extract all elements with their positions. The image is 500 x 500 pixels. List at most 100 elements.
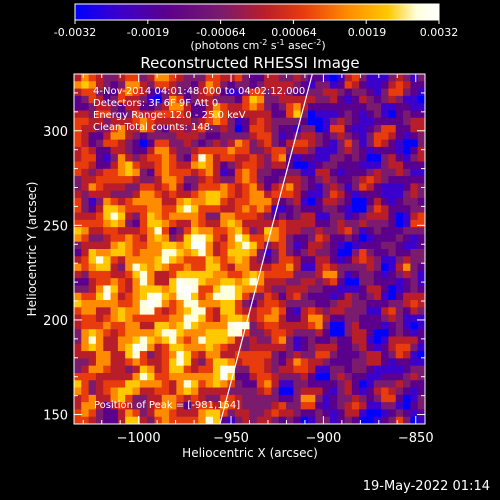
- heatmap-pixel: [256, 249, 265, 257]
- heatmap-pixel: [264, 110, 272, 119]
- heatmap-pixel: [264, 154, 272, 162]
- heatmap-pixel: [293, 380, 302, 388]
- heatmap-pixel: [366, 329, 375, 337]
- heatmap-pixel: [286, 117, 294, 126]
- heatmap-pixel: [161, 219, 170, 228]
- heatmap-pixel: [286, 110, 294, 119]
- heatmap-pixel: [366, 343, 375, 352]
- heatmap-pixel: [359, 95, 367, 104]
- heatmap-pixel: [278, 88, 287, 97]
- heatmap-pixel: [381, 270, 389, 279]
- heatmap-pixel: [139, 380, 148, 388]
- heatmap-pixel: [183, 329, 192, 337]
- heatmap-pixel: [176, 176, 185, 184]
- x-tick-label: −950: [213, 431, 249, 446]
- heatmap-pixel: [110, 117, 119, 126]
- heatmap-pixel: [395, 81, 404, 89]
- heatmap-pixel: [249, 212, 258, 221]
- heatmap-pixel: [278, 285, 287, 294]
- heatmap-pixel: [198, 285, 207, 294]
- heatmap-pixel: [337, 212, 345, 221]
- heatmap-pixel: [278, 205, 287, 213]
- heatmap-pixel: [205, 380, 214, 388]
- heatmap-pixel: [139, 168, 148, 177]
- heatmap-pixel: [220, 132, 228, 141]
- heatmap-pixel: [220, 88, 228, 97]
- heatmap-pixel: [147, 110, 155, 119]
- heatmap-pixel: [278, 125, 287, 133]
- heatmap-pixel: [169, 270, 177, 279]
- heatmap-pixel: [132, 292, 141, 301]
- heatmap-pixel: [191, 263, 199, 272]
- heatmap-pixel: [220, 125, 228, 133]
- heatmap-pixel: [373, 176, 382, 184]
- colorbar-unit-label: (photons cm-2 s-1 asec-2): [190, 38, 325, 52]
- heatmap-pixel: [381, 88, 389, 97]
- heatmap-pixel: [381, 190, 389, 199]
- heatmap-pixel: [381, 205, 389, 213]
- heatmap-pixel: [351, 154, 360, 162]
- heatmap-pixel: [242, 256, 250, 264]
- heatmap-pixel: [286, 336, 294, 345]
- heatmap-pixel: [191, 409, 199, 418]
- heatmap-pixel: [198, 365, 207, 374]
- heatmap-pixel: [205, 278, 214, 286]
- heatmap-pixel: [147, 81, 155, 89]
- heatmap-pixel: [125, 358, 133, 367]
- heatmap-pixel: [410, 139, 419, 148]
- heatmap-pixel: [403, 117, 411, 126]
- heatmap-pixel: [110, 241, 119, 250]
- heatmap-pixel: [227, 387, 236, 396]
- heatmap-pixel: [308, 190, 316, 199]
- heatmap-pixel: [205, 285, 214, 294]
- heatmap-pixel: [300, 358, 309, 367]
- heatmap-pixel: [191, 372, 199, 381]
- heatmap-pixel: [264, 285, 272, 294]
- heatmap-pixel: [176, 358, 185, 367]
- heatmap-pixel: [125, 409, 133, 418]
- heatmap-pixel: [183, 241, 192, 250]
- heatmap-pixel: [351, 409, 360, 418]
- heatmap-pixel: [234, 197, 243, 206]
- heatmap-pixel: [410, 249, 419, 257]
- heatmap-pixel: [381, 74, 389, 82]
- heatmap-pixel: [286, 125, 294, 133]
- heatmap-pixel: [300, 161, 309, 170]
- heatmap-pixel: [388, 81, 397, 89]
- heatmap-pixel: [373, 300, 382, 308]
- heatmap-pixel: [286, 161, 294, 170]
- heatmap-pixel: [161, 146, 170, 155]
- heatmap-pixel: [337, 387, 345, 396]
- heatmap-pixel: [81, 132, 90, 141]
- heatmap-pixel: [220, 219, 228, 228]
- heatmap-pixel: [161, 212, 170, 221]
- heatmap-pixel: [373, 74, 382, 82]
- heatmap-pixel: [132, 394, 141, 403]
- heatmap-pixel: [242, 183, 250, 192]
- heatmap-pixel: [176, 263, 185, 272]
- heatmap-pixel: [410, 81, 419, 89]
- heatmap-pixel: [81, 358, 90, 367]
- heatmap-pixel: [198, 183, 207, 192]
- heatmap-pixel: [88, 336, 97, 345]
- heatmap-pixel: [322, 365, 331, 374]
- heatmap-pixel: [329, 110, 338, 119]
- heatmap-pixel: [366, 197, 375, 206]
- heatmap-pixel: [322, 372, 331, 381]
- heatmap-pixel: [74, 219, 82, 228]
- heatmap-pixel: [212, 351, 221, 359]
- heatmap-pixel: [337, 88, 345, 97]
- heatmap-pixel: [81, 270, 90, 279]
- heatmap-pixel: [147, 212, 155, 221]
- heatmap-pixel: [286, 168, 294, 177]
- heatmap-pixel: [300, 88, 309, 97]
- heatmap-pixel: [227, 154, 236, 162]
- heatmap-pixel: [359, 256, 367, 264]
- heatmap-pixel: [103, 300, 111, 308]
- heatmap-pixel: [110, 292, 119, 301]
- heatmap-pixel: [344, 132, 353, 141]
- heatmap-pixel: [271, 161, 280, 170]
- heatmap-pixel: [220, 336, 228, 345]
- heatmap-pixel: [183, 205, 192, 213]
- heatmap-pixel: [315, 278, 324, 286]
